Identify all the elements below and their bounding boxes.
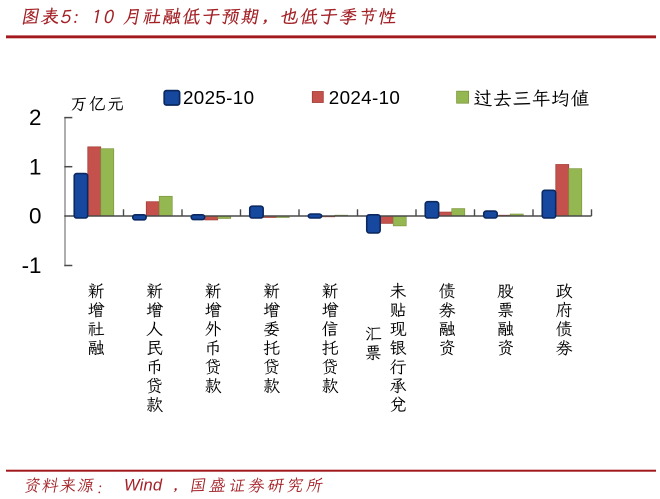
svg-text:Wind: Wind	[124, 476, 163, 494]
svg-text:0: 0	[29, 204, 41, 229]
svg-text:2024-10: 2024-10	[329, 87, 400, 108]
svg-text:1: 1	[29, 154, 41, 179]
svg-text:2: 2	[29, 105, 41, 130]
svg-text:-1: -1	[22, 253, 42, 278]
svg-text:2025-10: 2025-10	[183, 87, 254, 108]
